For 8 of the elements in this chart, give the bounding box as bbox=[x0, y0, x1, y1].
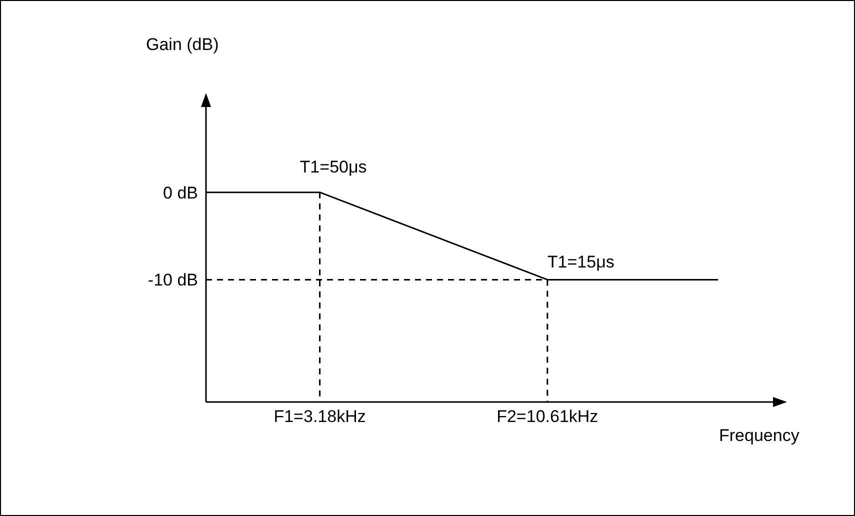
y-axis-title: Gain (dB) bbox=[146, 35, 219, 55]
x-axis-title: Frequency bbox=[719, 426, 800, 446]
annotation: T1=50μs bbox=[300, 157, 367, 176]
x-tick-label: F1=3.18kHz bbox=[274, 407, 366, 426]
y-tick-label: -10 dB bbox=[148, 270, 198, 290]
y-tick-label: 0 dB bbox=[163, 183, 198, 202]
annotation: T1=15μs bbox=[547, 252, 614, 272]
x-tick-label: F2=10.61kHz bbox=[496, 407, 598, 426]
